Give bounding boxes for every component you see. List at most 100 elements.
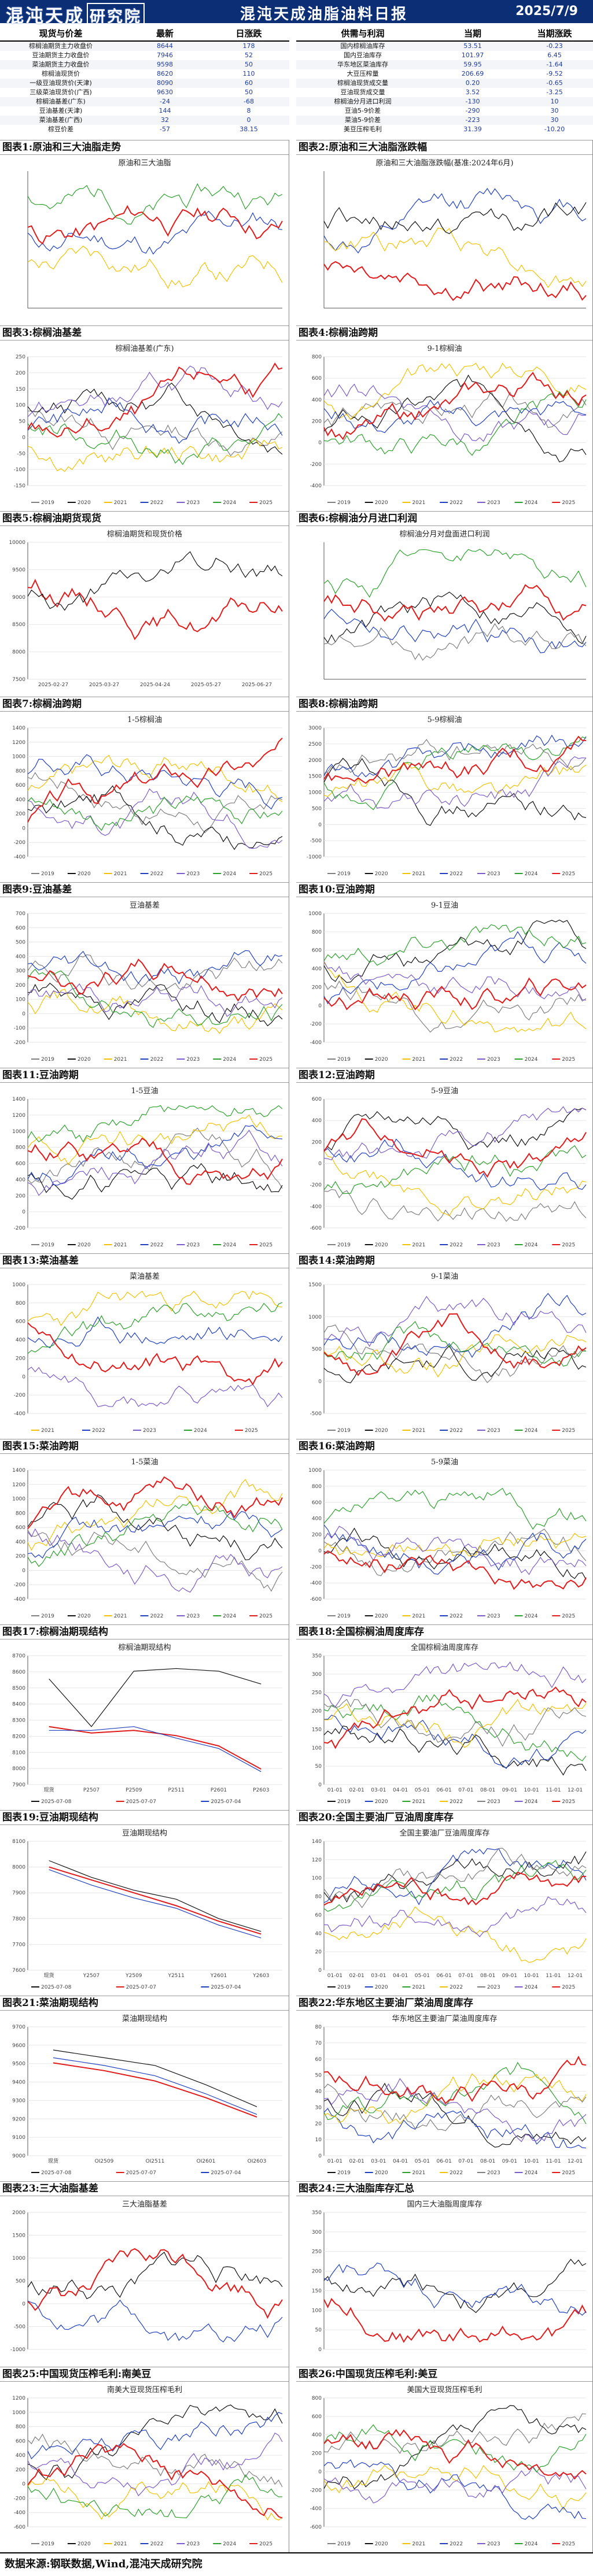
table-row: 国内棕榈油库存 53.51 -0.23 — [296, 42, 593, 51]
x-tick-label: OI2601 — [197, 2159, 216, 2164]
y-tick-label: 10 — [315, 2137, 322, 2143]
legend-label: 2019 — [337, 2541, 351, 2547]
series-line — [49, 1726, 261, 1770]
x-tick-label: 01-01 — [327, 1973, 342, 1979]
table-cell: -130 — [465, 98, 480, 105]
y-tick-label: -400 — [14, 1597, 26, 1602]
table-cell: 30 — [550, 107, 559, 114]
legend-label: 2019 — [41, 1057, 54, 1063]
y-tick-label: 9500 — [12, 2061, 25, 2067]
table-cell: 棕榈油分月进口利润 — [334, 98, 392, 105]
y-tick-label: 8000 — [12, 650, 25, 656]
y-tick-label: 8700 — [12, 1653, 25, 1659]
x-tick-label: 03-01 — [371, 1787, 386, 1793]
y-tick-label: 9600 — [12, 2043, 25, 2049]
x-tick-label: 10-01 — [524, 2159, 539, 2164]
legend-label: 2025 — [562, 1057, 575, 1063]
table-cell: 144 — [159, 107, 171, 114]
legend-label: 2020 — [375, 1613, 388, 1619]
series-line — [27, 1137, 283, 1185]
chart-panel-label: 图表10:豆油跨期 — [296, 882, 592, 897]
y-tick-label: -200 — [310, 1021, 322, 1027]
y-tick-label: 100 — [312, 1876, 322, 1882]
series-line — [323, 383, 587, 442]
legend-label: 2025-07-04 — [211, 2170, 241, 2176]
y-tick-label: 250 — [312, 1690, 322, 1696]
x-tick-label: Y2507 — [83, 1973, 100, 1979]
line-chart: 5-9棕榈油 3000 2500 2000 1500 1000 500 0 -500 -1000 2… — [307, 716, 587, 877]
y-tick-label: -400 — [310, 1581, 322, 1586]
y-tick-label: 0 — [22, 826, 25, 831]
legend-label: 2023 — [487, 2170, 500, 2176]
series-line — [323, 2464, 587, 2511]
chart-panel-label: 图表18:全国棕榈油周度库存 — [296, 1624, 592, 1639]
legend-label: 2019 — [41, 1613, 54, 1619]
chart-panel: 图表21:菜油期现结构 菜油期现结构 9700 9600 9500 9400 9300 920… — [0, 1996, 289, 2181]
y-tick-label: 7900 — [12, 1890, 25, 1896]
chart-panel: 图表17:棕榈油期现结构 棕榈油期现结构 8700 8600 8500 8400 8300 8… — [0, 1624, 289, 1810]
y-tick-label: 600 — [312, 1500, 322, 1506]
legend-label: 2024 — [223, 1613, 236, 1619]
series-line — [27, 397, 283, 444]
series-line — [323, 1345, 587, 1383]
legend-label: 2023 — [487, 1428, 500, 1434]
table-cell: 大豆压榨量 — [347, 70, 379, 77]
legend-label: 2025-07-07 — [126, 2170, 156, 2176]
y-tick-label: 9500 — [12, 567, 25, 573]
legend-label: 2023 — [487, 1613, 500, 1619]
table-cell: 9630 — [157, 88, 173, 96]
series-line — [323, 735, 587, 784]
table-cell: 6.45 — [547, 51, 562, 59]
y-tick-label: 7700 — [12, 1942, 25, 1948]
y-tick-label: 2000 — [308, 758, 322, 764]
y-tick-label: 0 — [318, 441, 322, 446]
legend-label: 2020 — [375, 500, 388, 506]
line-chart: 9-1菜油 1500 1000 500 0 -500 2019 2020 2021 2022 202… — [308, 1272, 587, 1434]
x-tick-label: OI2603 — [248, 2159, 267, 2164]
y-tick-label: -200 — [14, 1393, 26, 1398]
legend-label: 2022 — [450, 1428, 463, 1434]
legend-label: 2022 — [150, 1057, 164, 1063]
x-tick-label: 01-01 — [327, 1787, 342, 1793]
y-tick-label: 600 — [312, 1097, 322, 1102]
y-tick-label: -1000 — [307, 854, 322, 860]
x-tick-label: P2603 — [253, 1787, 269, 1793]
chart-title: 豆油基差 — [130, 901, 160, 910]
x-tick-label: 06-01 — [437, 1787, 452, 1793]
series-line — [27, 413, 283, 465]
table-row: 大豆压榨量 206.69 -9.52 — [296, 69, 593, 79]
legend-label: 2025 — [562, 871, 575, 877]
series-line — [323, 1686, 587, 1749]
legend-label: 2024 — [223, 871, 236, 877]
legend-label: 2024 — [525, 500, 538, 506]
x-tick-label: 2025-04-24 — [140, 682, 171, 688]
table-cell: 8090 — [157, 79, 173, 87]
chart-panel-label: 图表26:中国现货压榨毛利:美豆 — [296, 2367, 592, 2382]
series-line — [27, 2474, 283, 2519]
table-row: 豆油基差(天津) 144 8 — [0, 106, 289, 116]
series-line — [323, 1715, 587, 1770]
legend-label: 2024 — [525, 2170, 538, 2176]
series-line — [323, 1145, 587, 1194]
table-cell: -0.65 — [546, 79, 563, 87]
chart-panel: 图表16:菜油跨期 5-9菜油 1000 800 600 400 200 0 -200 -400 -… — [296, 1439, 593, 1624]
legend-label: 2025 — [562, 500, 575, 506]
legend-label: 2021 — [412, 2541, 425, 2547]
line-chart: 国内三大油脂周度库存 350 300 250 200 150 100 50 0 — [312, 2200, 587, 2353]
series-line — [323, 362, 587, 420]
chart-panel-label: 图表5:棕榈油期货现货 — [0, 511, 289, 526]
y-tick-label: -50 — [17, 451, 25, 457]
chart-panel: 图表6:棕榈油分月进口利润 棕榈油分月对盘面进口利润 — [296, 511, 593, 697]
y-tick-label: 400 — [312, 1118, 322, 1124]
table-cell: 53.51 — [463, 42, 482, 50]
legend-label: 2025 — [562, 1428, 575, 1434]
legend-label: 2020 — [375, 1985, 388, 1990]
legend-label: 2021 — [114, 1057, 127, 1063]
series-line — [323, 1896, 587, 1937]
y-tick-label: 500 — [312, 1347, 322, 1353]
series-line — [323, 2429, 587, 2480]
table-cell: 豆油现货成交量 — [340, 88, 385, 96]
x-tick-label: 03-01 — [371, 2159, 386, 2164]
y-tick-label: -200 — [14, 1226, 26, 1231]
line-chart: 原油和三大油脂 — [27, 159, 283, 309]
